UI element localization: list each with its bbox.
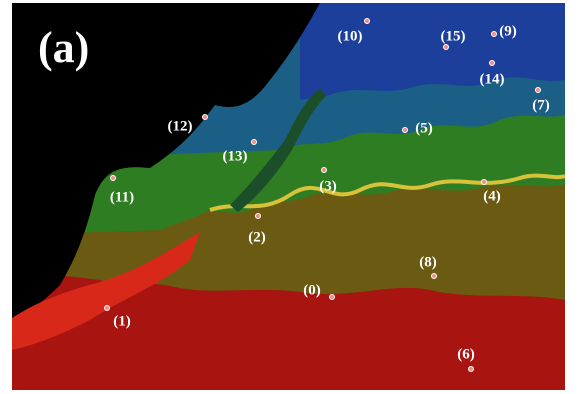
station-dot	[469, 367, 474, 372]
station-dot	[444, 45, 449, 50]
station-dot	[403, 128, 408, 133]
station-dot	[256, 214, 261, 219]
station-dot	[365, 19, 370, 24]
ocean-field	[12, 3, 565, 390]
station-dot	[536, 88, 541, 93]
station-label: (9)	[499, 23, 517, 39]
station-label: (14)	[480, 71, 505, 87]
station-label: (3)	[319, 178, 337, 194]
station-label: (8)	[419, 254, 437, 270]
station-label: (4)	[483, 188, 501, 204]
station-dot	[203, 115, 208, 120]
station-dot	[111, 176, 116, 181]
station-label: (15)	[441, 28, 466, 44]
station-label: (10)	[338, 28, 363, 44]
station-dot	[432, 274, 437, 279]
station-label: (13)	[223, 148, 248, 164]
panel-label: (a)	[38, 23, 89, 72]
station-dot	[105, 306, 110, 311]
station-label: (6)	[457, 346, 475, 362]
map-figure: (a) (0) (1) (2) (3) (4) (5) (6) (7) (8) (9) (10) (1…	[0, 0, 579, 394]
station-label: (5)	[415, 120, 433, 136]
station-dot	[330, 295, 335, 300]
station-label: (12)	[168, 118, 193, 134]
station-label: (0)	[303, 282, 321, 298]
station-dot	[492, 32, 497, 37]
station-label: (11)	[110, 189, 134, 205]
station-dot	[322, 168, 327, 173]
station-label: (1)	[113, 313, 131, 329]
station-dot	[490, 61, 495, 66]
station-label: (7)	[532, 97, 550, 113]
station-dot	[252, 140, 257, 145]
station-label: (2)	[248, 229, 266, 245]
station-dot	[482, 180, 487, 185]
